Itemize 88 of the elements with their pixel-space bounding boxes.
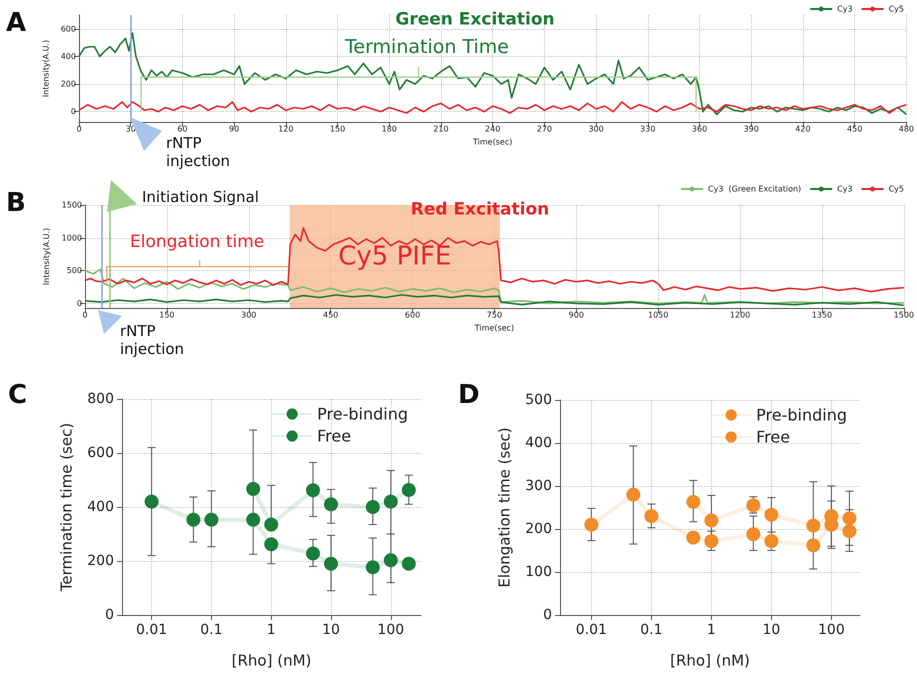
legend-label: Cy5 [888, 184, 904, 194]
x-tick-label: 1 [266, 622, 276, 638]
line-series [78, 32, 908, 116]
x-tick-label: 0.01 [576, 622, 607, 638]
y-tick-label: 0 [70, 107, 76, 116]
annotation: Elongation time [130, 232, 264, 252]
y-tick-label: 800 [87, 391, 114, 407]
line-series [78, 101, 908, 114]
x-tick-label: 240 [485, 124, 500, 134]
x-tick-label: 750 [486, 310, 502, 320]
text: B [6, 188, 26, 220]
x-tick-label: 450 [847, 124, 862, 134]
x-tick-label: 150 [330, 124, 346, 134]
text: A [6, 8, 26, 40]
x-tick-label: 330 [640, 124, 656, 134]
y-tick-label: 500 [525, 392, 552, 408]
band-label: Cy5 PIFE [338, 242, 452, 272]
chart-title: Red Excitation [410, 200, 550, 220]
y-tick-label: 0 [76, 298, 82, 308]
y-axis-title: Elongation time (sec) [496, 427, 514, 588]
line-series [84, 294, 905, 306]
x-tick-label: 1 [706, 622, 716, 638]
y-tick-label: 200 [525, 521, 552, 537]
y-tick-label: 200 [60, 80, 76, 89]
legend-label: Cy3 [837, 184, 853, 194]
x-tick-label: 600 [404, 310, 420, 320]
x-tick-label: 270 [536, 124, 552, 134]
x-tick-label: 480 [898, 124, 914, 134]
line-series [84, 268, 905, 304]
y-tick-label: 400 [525, 435, 552, 451]
y-tick-label: 400 [60, 52, 76, 61]
x-tick-label: 150 [159, 310, 175, 320]
y-tick-label: 1000 [62, 233, 82, 242]
y-tick-label: 100 [525, 564, 552, 580]
x-tick-label: 210 [433, 124, 449, 134]
x-tick-label: 10 [762, 622, 780, 638]
y-tick-label: 300 [525, 478, 552, 494]
y-tick-label: 600 [60, 24, 76, 34]
x-tick-label: 300 [588, 124, 604, 134]
y-tick-label: 0 [543, 607, 552, 623]
annotation: Initiation Signal [142, 188, 259, 206]
legend-label: Cy3 (Green Excitation) [708, 184, 802, 194]
x-tick-label: 120 [278, 124, 294, 134]
legend-label: Cy3 [837, 4, 853, 14]
y-tick-label: 500 [66, 266, 82, 276]
x-tick-label: 60 [177, 124, 188, 134]
x-tick-label: 900 [568, 310, 584, 320]
text: rNTP injection [120, 322, 186, 358]
text: rNTP injection [166, 134, 232, 170]
x-tick-label: 1050 [648, 310, 668, 320]
x-tick-label: 180 [382, 124, 397, 134]
x-axis-title: [Rho] (nM) [232, 652, 312, 670]
legend-label: Cy5 [888, 4, 904, 14]
legend-label: Free [317, 426, 352, 446]
x-tick-label: 390 [744, 124, 759, 134]
x-tick-label: 1500 [894, 310, 914, 320]
y-tick-label: 400 [87, 499, 114, 515]
x-axis-title: Time(sec) [474, 323, 514, 332]
x-tick-label: 100 [377, 622, 404, 638]
y-axis-title: Intensity(A.U.) [41, 40, 50, 98]
y-tick-label: 0 [105, 607, 114, 623]
x-tick-label: 0.01 [136, 622, 168, 638]
x-tick-label: 360 [692, 124, 708, 134]
y-tick-label: 1500 [62, 200, 82, 210]
x-tick-label: 1200 [730, 310, 750, 320]
legend-label: Pre-binding [756, 406, 848, 424]
legend-label: Free [756, 428, 790, 446]
y-tick-label: 600 [87, 445, 114, 461]
x-tick-label: 1350 [812, 310, 832, 320]
y-axis-title: Intensity(A.U.) [42, 228, 52, 286]
x-tick-label: 10 [322, 622, 340, 638]
x-tick-label: 90 [229, 124, 240, 134]
text: C [8, 380, 28, 412]
chart-title: Green Excitation [395, 10, 555, 30]
y-tick-label: 200 [87, 553, 114, 569]
x-tick-label: 0.1 [640, 622, 663, 638]
x-axis-title: [Rho] (nM) [670, 652, 750, 670]
x-tick-label: 100 [818, 622, 845, 638]
text: D [458, 380, 480, 412]
x-tick-label: 420 [795, 124, 811, 134]
annotation: Termination Time [345, 36, 509, 59]
x-tick-label: 300 [241, 310, 256, 320]
x-axis-title: Time(sec) [472, 137, 512, 146]
x-tick-label: 0.1 [200, 622, 223, 638]
legend-label: Pre-binding [317, 404, 408, 424]
y-axis-title: Termination time (sec) [58, 422, 76, 592]
x-tick-label: 450 [323, 310, 338, 320]
line-series [84, 227, 905, 292]
